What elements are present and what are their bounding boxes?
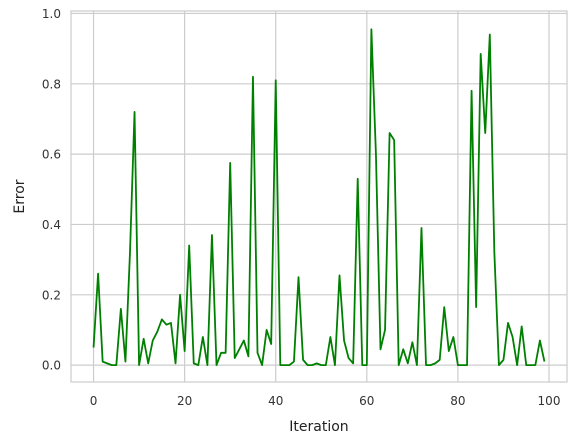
x-tick-label: 40: [268, 394, 283, 408]
y-tick-label: 0.6: [42, 148, 61, 162]
x-tick-label: 20: [177, 394, 192, 408]
y-axis-label: Error: [12, 179, 28, 213]
x-axis-label: Iteration: [289, 419, 348, 435]
y-tick-label: 0.2: [42, 288, 61, 302]
y-tick-label: 0.4: [42, 218, 61, 232]
x-tick-label: 0: [90, 394, 98, 408]
y-tick-label: 0.0: [42, 359, 61, 373]
plot-area-frame: [70, 10, 568, 383]
y-tick-label: 1.0: [42, 7, 61, 21]
x-tick-label: 80: [450, 394, 465, 408]
vertical-gridlines: [92, 11, 550, 382]
x-tick-labels: 0 20 40 60 80 100: [90, 394, 561, 408]
x-tick-label: 60: [359, 394, 374, 408]
error-series-line: [92, 28, 546, 367]
y-tick-label: 0.8: [42, 77, 61, 91]
x-tick-label: 100: [538, 394, 561, 408]
y-tick-labels: 0.0 0.2 0.4 0.6 0.8 1.0: [42, 7, 61, 373]
